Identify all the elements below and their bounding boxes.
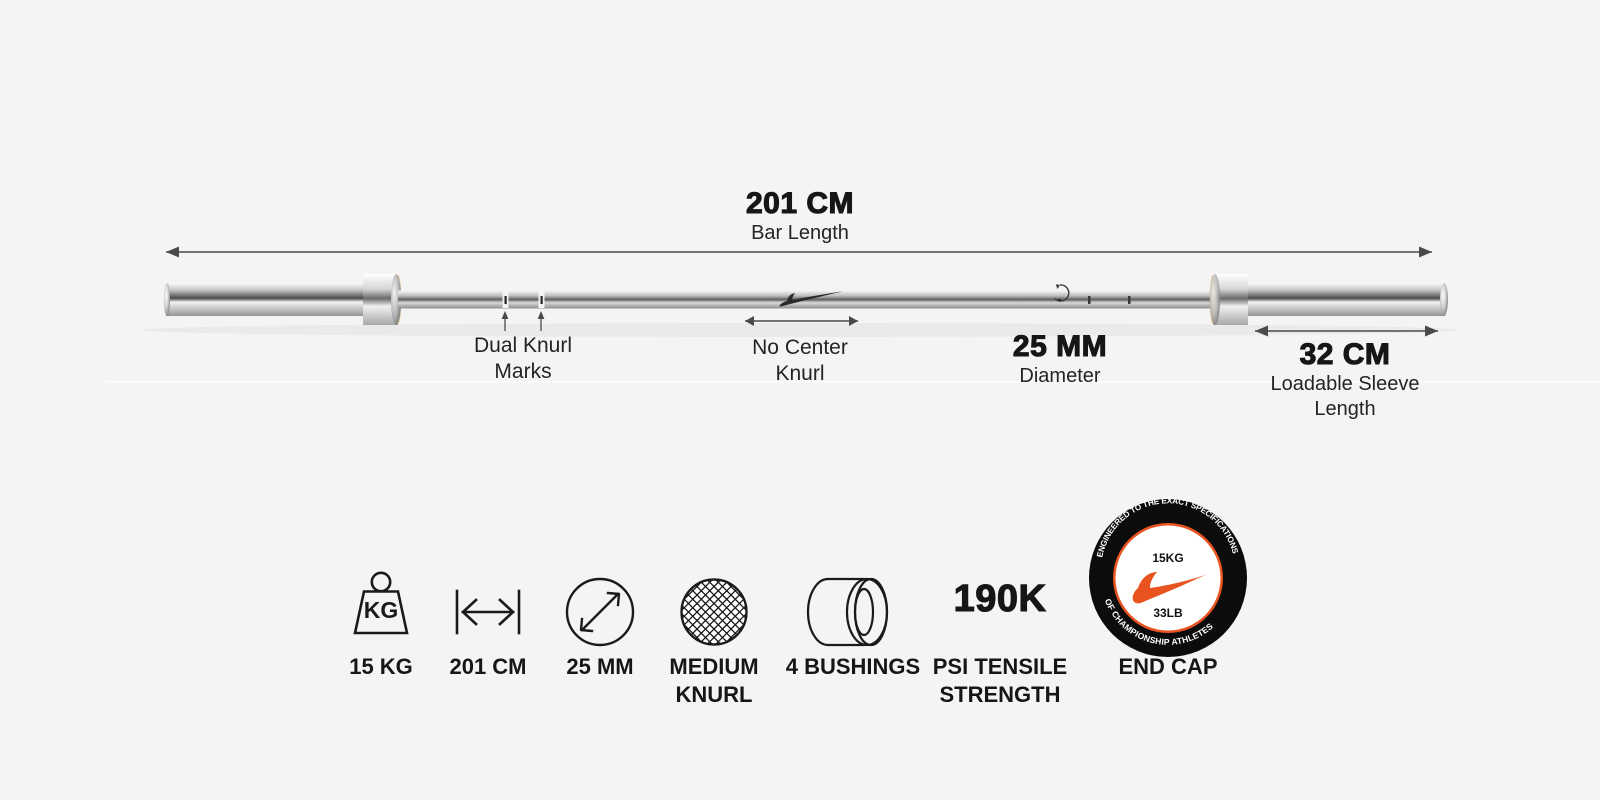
svg-text:33LB: 33LB: [1153, 606, 1183, 620]
svg-text:15KG: 15KG: [1152, 551, 1183, 565]
